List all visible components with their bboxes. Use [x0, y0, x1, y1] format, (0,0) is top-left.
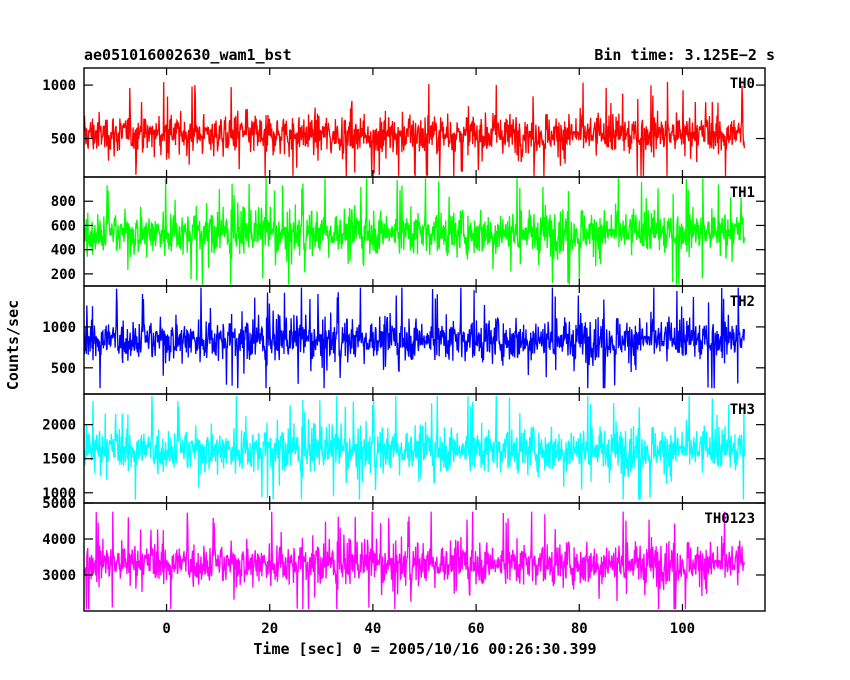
- chart-title-right: Bin time: 3.125E−2 s: [594, 46, 775, 64]
- y-tick-label: 1500: [42, 452, 76, 468]
- series-line-th3: [84, 396, 746, 500]
- series-name-label: TH2: [730, 294, 755, 310]
- panel-frame: [83, 502, 766, 612]
- y-tick-label: 500: [51, 132, 76, 148]
- x-tick-label: 0: [162, 621, 170, 637]
- x-axis-label: Time [sec] 0 = 2005/10/16 00:26:30.399: [253, 640, 596, 658]
- x-tick-label: 80: [571, 621, 588, 637]
- panel-th3: 1000 1500 2000 TH3: [42, 393, 766, 504]
- y-tick-label: 3000: [42, 568, 76, 584]
- panel-th0: 500 1000 TH0: [42, 67, 766, 178]
- series-line-th0123: [84, 511, 745, 610]
- y-tick-label: 400: [51, 243, 76, 259]
- x-tick-label: 20: [261, 621, 278, 637]
- x-tick-label: 40: [364, 621, 381, 637]
- x-axis-tick-labels: 0 20 40 60 80 100: [162, 621, 695, 637]
- y-tick-label: 600: [51, 218, 76, 234]
- y-tick-label: 800: [51, 194, 76, 210]
- y-tick-label: 5000: [42, 496, 76, 512]
- x-tick-label: 60: [468, 621, 485, 637]
- panel-th2: 500 1000 TH2: [42, 285, 766, 395]
- y-tick-label: 2000: [42, 418, 76, 434]
- panel-th1: 200 400 600 800 TH1: [51, 176, 766, 287]
- y-tick-label: 1000: [42, 320, 76, 336]
- chart-title-left: ae051016002630_wam1_bst: [84, 46, 292, 64]
- y-tick-label: 1000: [42, 78, 76, 94]
- y-tick-label: 200: [51, 267, 76, 283]
- series-name-label: TH0123: [704, 511, 755, 527]
- y-tick-label: 500: [51, 361, 76, 377]
- y-tick-label: 4000: [42, 532, 76, 548]
- series-line-th1: [84, 178, 746, 285]
- y-axis-label: Counts/sec: [4, 300, 22, 390]
- series-line-th0: [84, 82, 746, 177]
- panel-th0123: 3000 4000 5000 TH0123: [42, 496, 766, 612]
- series-name-label: TH1: [730, 185, 755, 201]
- y-tick-label: 1000: [42, 486, 76, 502]
- series-name-label: TH0: [730, 76, 755, 92]
- series-line-th2: [84, 287, 746, 389]
- series-name-label: TH3: [730, 402, 755, 418]
- x-tick-label: 100: [670, 621, 695, 637]
